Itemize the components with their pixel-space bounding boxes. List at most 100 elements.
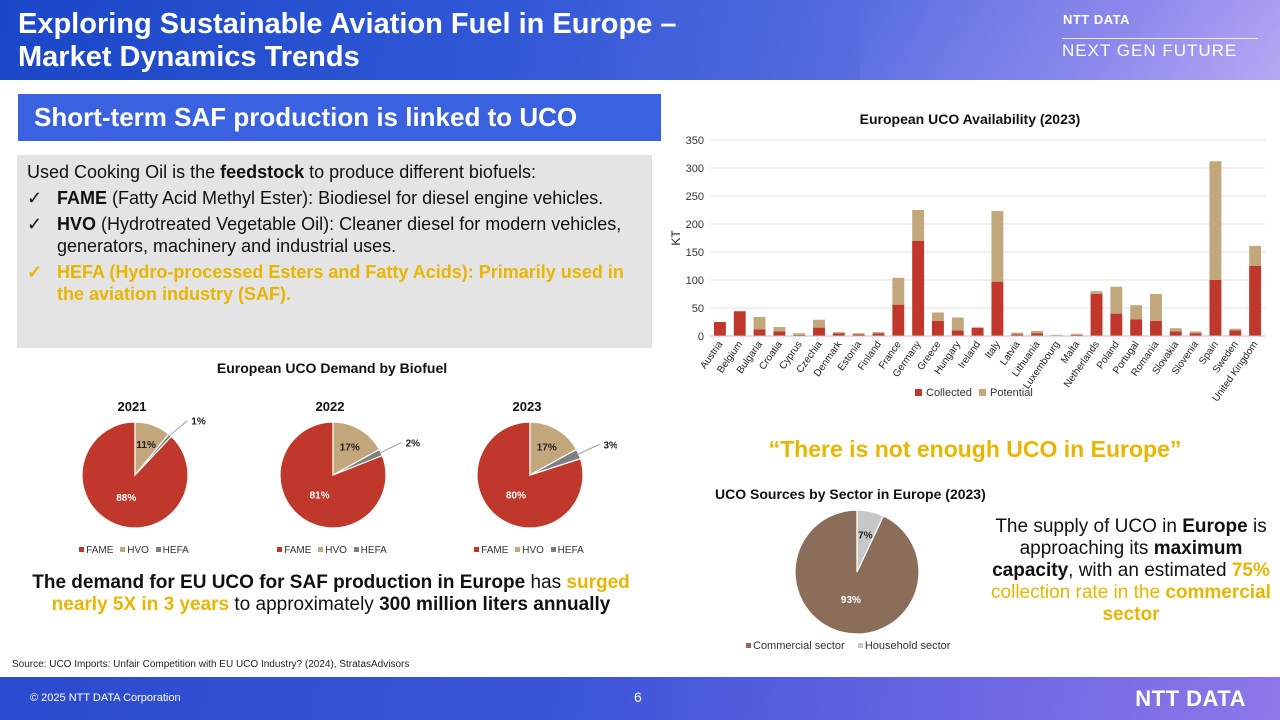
footer: © 2025 NTT DATA Corporation 6 NTT DATA — [0, 677, 1280, 720]
demand-chart-title: European UCO Demand by Biofuel — [216, 360, 448, 376]
bar-collected — [1189, 333, 1202, 336]
bar-collected — [832, 333, 845, 336]
pie-slice-household-sector — [856, 509, 885, 573]
pie-value-label: 80% — [506, 490, 526, 501]
check-icon: ✓ — [27, 188, 43, 208]
supply-summary: The supply of UCO in Europe is approachi… — [991, 516, 1271, 625]
pie-value-label: 93% — [841, 595, 861, 606]
bar-collected — [1031, 333, 1043, 336]
bar-potential — [773, 327, 786, 332]
bar-potential — [1031, 330, 1043, 334]
bar-potential — [733, 310, 746, 312]
pie-leader-line — [578, 444, 600, 455]
bar-potential — [793, 333, 806, 335]
pie-2022: 2022 81% 17% 2% FAME HVO HEFA — [240, 395, 420, 565]
bar-collected — [813, 327, 825, 336]
pie-year: 2021 — [117, 399, 147, 414]
pie-value-label: 3% — [603, 440, 617, 451]
bar-potential — [991, 211, 1004, 282]
bar-collected — [1110, 313, 1123, 336]
feedstock-box: Used Cooking Oil is the feedstock to pro… — [17, 155, 652, 348]
pie-2021: 2021 88% 11% 1% FAME HVO HEFA — [42, 395, 222, 565]
bar-potential — [951, 317, 964, 331]
sector-pie-svg: 93% 7% — [794, 509, 920, 635]
tagline: NEXT GEN FUTURE — [1062, 38, 1258, 61]
pie-legend: FAME HVO HEFA — [437, 545, 617, 556]
bar-collected — [1150, 320, 1162, 336]
pie-year: 2023 — [512, 399, 542, 414]
pie-value-label: 2% — [406, 438, 420, 449]
bar-potential — [753, 316, 766, 330]
bar-collected — [1209, 280, 1222, 336]
bar-collected — [1090, 294, 1103, 336]
bar-potential — [813, 319, 825, 328]
bar-potential — [852, 333, 865, 335]
bar-potential — [1050, 334, 1063, 336]
header: Exploring Sustainable Aviation Fuel in E… — [0, 0, 1280, 80]
pie-slice-hefa — [529, 448, 582, 476]
y-tick-label: 0 — [698, 331, 704, 343]
bar-potential — [1130, 305, 1143, 320]
bar-collected — [932, 320, 944, 336]
bar-collected — [991, 281, 1004, 336]
bar-collected — [753, 329, 766, 336]
sector-legend: Commercial sector Household sector — [742, 640, 950, 652]
bar-potential — [1070, 333, 1083, 335]
pie-2023-svg: 80% 17% 3% — [476, 421, 617, 529]
pie-value-label: 11% — [136, 440, 156, 451]
pie-year: 2022 — [315, 399, 345, 414]
y-tick-label: 50 — [692, 303, 704, 315]
bar-collected — [971, 327, 984, 336]
bar-collected — [872, 333, 885, 336]
bar-collected — [1169, 331, 1182, 336]
bar-collected — [793, 334, 806, 336]
pie-legend: FAME HVO HEFA — [240, 545, 420, 556]
bar-collected — [1229, 330, 1242, 336]
pie-leader-line — [380, 442, 402, 453]
page-number: 6 — [634, 689, 642, 705]
bar-collected — [1011, 334, 1024, 336]
pie-value-label: 17% — [537, 443, 557, 454]
legend-label: Potential — [990, 387, 1033, 399]
y-axis-label: KT — [669, 230, 683, 246]
bar-collected — [1070, 334, 1083, 336]
bar-potential — [1169, 328, 1182, 332]
bar-potential — [1209, 161, 1222, 280]
list-item-hvo: ✓ HVO (Hydrotreated Vegetable Oil): Clea… — [27, 214, 622, 256]
bar-potential — [1229, 328, 1242, 331]
bar-potential — [872, 332, 885, 334]
availability-bar-chart: 050100150200250300350KTAustriaBelgiumBul… — [669, 135, 1265, 404]
section-banner: Short-term SAF production is linked to U… — [18, 94, 661, 141]
page-title: Exploring Sustainable Aviation Fuel in E… — [18, 8, 677, 74]
sector-chart-title: UCO Sources by Sector in Europe (2023) — [715, 486, 986, 502]
bar-collected — [733, 311, 746, 336]
legend-swatch-potential — [979, 389, 986, 396]
y-tick-label: 150 — [686, 247, 704, 259]
bar-potential — [832, 332, 845, 334]
bar-potential — [1189, 331, 1202, 334]
title-line-1: Exploring Sustainable Aviation Fuel in E… — [18, 8, 677, 40]
bar-collected — [892, 304, 905, 336]
pie-2021-svg: 88% 11% 1% — [81, 417, 206, 529]
brand-logo-small: NTT DATA — [1062, 12, 1130, 27]
list-item-hefa: ✓ HEFA (Hydro-processed Esters and Fatty… — [27, 262, 624, 304]
quote: “There is not enough UCO in Europe” — [768, 436, 1182, 462]
pie-value-label: 7% — [858, 530, 873, 541]
y-tick-label: 250 — [686, 191, 704, 203]
pie-slice-hvo — [529, 421, 578, 477]
bar-potential — [1249, 245, 1262, 266]
bar-potential — [892, 277, 905, 305]
pie-slice-hvo — [332, 421, 381, 477]
bar-potential — [1090, 291, 1103, 294]
demand-summary: The demand for EU UCO for SAF production… — [32, 572, 630, 615]
bar-collected — [773, 331, 786, 336]
bar-collected — [852, 334, 865, 336]
y-tick-label: 300 — [686, 163, 704, 175]
feedstock-intro: Used Cooking Oil is the feedstock to pro… — [27, 162, 536, 182]
y-tick-label: 350 — [686, 135, 704, 147]
pie-slice-hefa — [332, 448, 384, 476]
bar-collected — [912, 240, 925, 336]
bar-potential — [932, 312, 944, 321]
legend-swatch-collected — [915, 389, 922, 396]
pie-value-label: 88% — [116, 493, 136, 504]
